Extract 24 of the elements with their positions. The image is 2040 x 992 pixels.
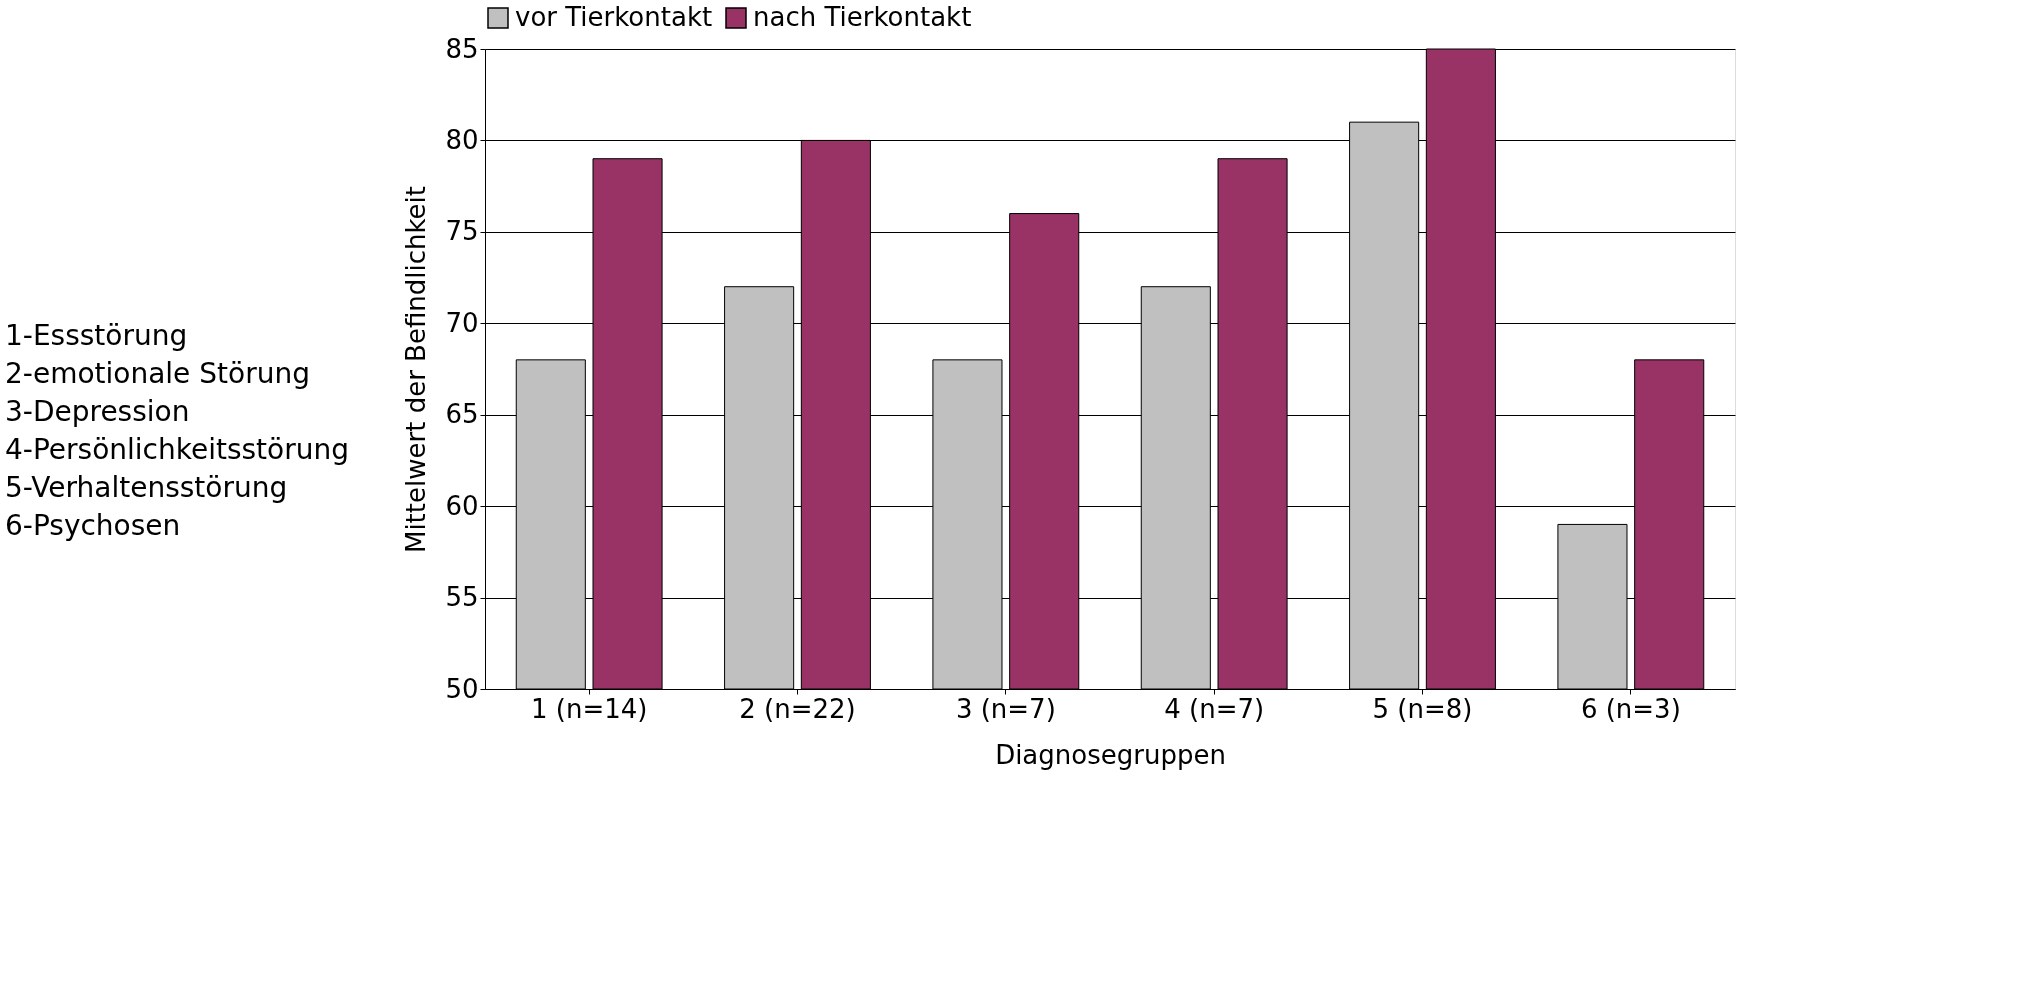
y-tick-label: 80 <box>445 124 479 155</box>
y-axis-title: Mittelwert der Befindlichkeit <box>401 185 432 554</box>
text: 1-Essstörung <box>5 319 188 352</box>
x-tick-label: 2 (n=22) <box>739 693 856 724</box>
text: 3-Depression <box>5 395 190 428</box>
y-tick-label: 65 <box>445 399 479 430</box>
y-tick-label: 70 <box>445 307 479 338</box>
text: 2-emotionale Störung <box>5 357 310 390</box>
y-tick-label: 75 <box>445 216 479 247</box>
legend-label: vor Tierkontakt <box>515 2 713 32</box>
y-tick-label: 85 <box>445 33 479 64</box>
x-tick-label: 3 (n=7) <box>955 693 1056 724</box>
x-tick-label: 1 (n=14) <box>530 693 648 724</box>
x-tick-label: 6 (n=3) <box>1580 693 1681 724</box>
x-axis-title: Diagnosegruppen <box>995 739 1226 770</box>
x-tick-label: 5 (n=8) <box>1372 693 1473 724</box>
text: 4-Persönlichkeitsstörung <box>5 433 349 466</box>
text: 6-Psychosen <box>5 509 181 542</box>
text: 5-Verhaltensstörung <box>5 471 288 504</box>
y-tick-label: 55 <box>445 582 479 613</box>
y-tick-label: 60 <box>445 490 479 521</box>
y-tick-label: 50 <box>445 673 479 704</box>
x-tick-label: 4 (n=7) <box>1164 693 1265 724</box>
legend-label: nach Tierkontakt <box>753 2 972 32</box>
